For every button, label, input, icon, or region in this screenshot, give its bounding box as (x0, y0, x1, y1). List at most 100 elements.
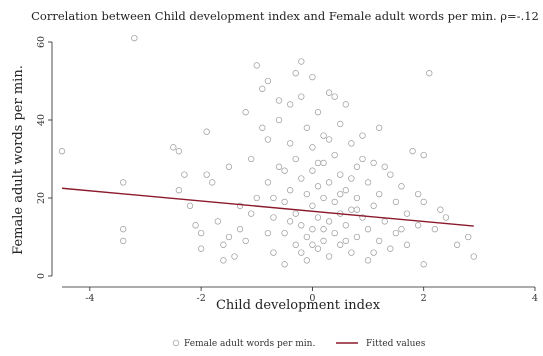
scatter-point (387, 171, 394, 178)
scatter-point (331, 229, 338, 237)
x-axis-label: Child development index (216, 298, 381, 313)
scatter-point (437, 206, 444, 213)
scatter-point (353, 194, 361, 202)
scatter-point (253, 62, 260, 69)
scatter-point (325, 253, 333, 260)
scatter-point (309, 226, 316, 233)
scatter-point (342, 237, 349, 245)
scatter-point (392, 229, 400, 237)
scatter-point (259, 124, 266, 131)
scatter-point (303, 233, 310, 241)
scatter-point (392, 198, 400, 206)
scatter-point (387, 245, 394, 252)
scatter-point (236, 226, 244, 233)
scatter-point (220, 257, 227, 264)
scatter-point (359, 132, 366, 139)
scatter-point (275, 97, 283, 104)
scatter-point (131, 34, 138, 42)
scatter-point (403, 241, 411, 248)
scatter-point (314, 159, 322, 167)
scatter-point (270, 214, 277, 221)
scatter-point (465, 233, 472, 241)
scatter-point (409, 148, 416, 155)
scatter-point (420, 151, 427, 159)
scatter-point (175, 187, 183, 194)
scatter-point (58, 148, 66, 155)
scatter-point (170, 144, 177, 151)
scatter-point (398, 226, 405, 233)
scatter-point (225, 233, 233, 241)
scatter-point (314, 183, 322, 190)
y-tick-label: 20 (36, 192, 47, 204)
scatter-point (325, 179, 333, 186)
scatter-point (292, 155, 299, 163)
scatter-point (264, 179, 272, 186)
scatter-point (342, 101, 349, 108)
scatter-point (120, 226, 127, 233)
scatter-point (264, 229, 272, 237)
scatter-point (470, 253, 477, 260)
scatter-point (453, 241, 461, 248)
scatter-point (398, 183, 405, 190)
scatter-point (298, 222, 305, 229)
scatter-point (314, 245, 322, 252)
y-ticks: 0 20 40 60 (36, 36, 52, 279)
scatter-point (259, 85, 266, 92)
scatter-point (225, 163, 233, 170)
scatter-point (292, 210, 299, 217)
scatter-point (192, 222, 199, 229)
scatter-point (287, 218, 294, 225)
scatter-point (303, 124, 310, 131)
scatter-point (348, 175, 355, 182)
scatter-point (353, 206, 361, 213)
scatter-point (320, 132, 327, 139)
legend-label-scatter: Female adult words per min. (184, 339, 315, 349)
y-tick-label: 40 (36, 114, 47, 126)
scatter-point (242, 109, 249, 116)
scatter-point (331, 198, 338, 206)
scatter-point (270, 249, 277, 256)
scatter-point (314, 109, 322, 116)
scatter-point (314, 214, 322, 221)
scatter-point (292, 70, 299, 77)
scatter-point (292, 241, 299, 248)
scatter-point (381, 218, 388, 225)
scatter-point (331, 93, 338, 100)
scatter-point (353, 233, 361, 241)
scatter-point (348, 140, 355, 147)
x-tick-label: 4 (532, 293, 538, 304)
scatter-point (197, 229, 205, 237)
scatter-point (320, 159, 327, 167)
scatter-point (337, 120, 344, 128)
scatter-point (309, 73, 316, 81)
x-tick-label: -2 (196, 293, 205, 304)
scatter-point (309, 144, 316, 151)
scatter-point (414, 190, 422, 198)
scatter-point (214, 218, 221, 225)
scatter-point (442, 214, 450, 221)
scatter-point (186, 202, 194, 209)
scatter-point (403, 210, 411, 217)
chart-title: Correlation between Child development in… (31, 9, 539, 23)
scatter-point (303, 257, 310, 264)
scatter-point (331, 151, 338, 159)
scatter-point (359, 155, 366, 163)
scatter-point (298, 58, 305, 65)
scatter-point (325, 218, 333, 225)
scatter-point (236, 202, 244, 209)
scatter-point (320, 194, 327, 202)
fitted-values-line (61, 187, 474, 227)
scatter-point (264, 77, 272, 85)
scatter-point (353, 163, 361, 170)
scatter-point (370, 202, 377, 209)
scatter-point (275, 116, 283, 124)
scatter-point (287, 187, 294, 194)
legend-label-fit: Fitted values (366, 339, 426, 349)
scatter-point (320, 237, 327, 245)
scatter-point (348, 249, 355, 256)
x-tick-label: -4 (85, 293, 94, 304)
scatter-point (381, 163, 388, 170)
scatter-point (298, 93, 305, 100)
scatter-point (325, 89, 333, 96)
